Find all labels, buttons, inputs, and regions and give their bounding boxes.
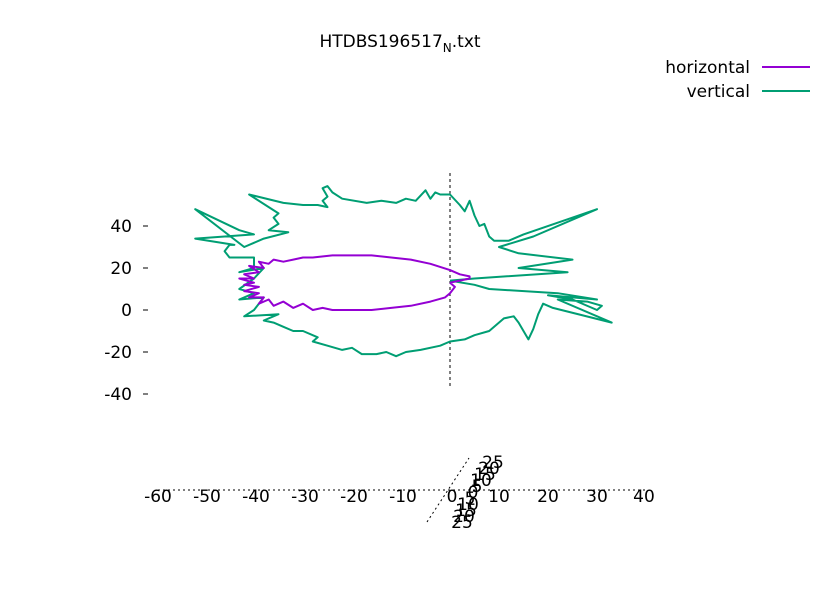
x-tick-label: -40 bbox=[242, 487, 270, 507]
y-tick-label: 5 bbox=[465, 489, 476, 509]
z-tick-label: -20 bbox=[104, 343, 132, 363]
z-axis: 40 20 0 -20 -40 bbox=[104, 217, 148, 405]
y-tick-label: 15 bbox=[455, 501, 477, 521]
x-tick-label: -30 bbox=[291, 487, 319, 507]
x-tick-label: 0 bbox=[447, 487, 458, 507]
z-tick-label: 20 bbox=[110, 259, 132, 279]
y-tick-label: 5 bbox=[472, 477, 483, 497]
x-tick-label: -10 bbox=[389, 487, 417, 507]
legend-label-horizontal: horizontal bbox=[665, 58, 750, 78]
z-tick-label: 0 bbox=[121, 301, 132, 321]
y-tick-label: 10 bbox=[470, 471, 492, 491]
x-tick-label: -20 bbox=[340, 487, 368, 507]
z-tick-label: 40 bbox=[110, 217, 132, 237]
x-tick-label: 40 bbox=[633, 487, 655, 507]
x-tick-label: -60 bbox=[144, 487, 172, 507]
y-axis: 25 20 15 10 5 0 5 10 15 20 25 bbox=[426, 453, 504, 533]
legend-label-vertical: vertical bbox=[687, 82, 750, 102]
y-tick-label: 25 bbox=[482, 453, 504, 473]
y-tick-label: 15 bbox=[474, 465, 496, 485]
y-tick-label: 20 bbox=[453, 507, 475, 527]
chart-title: HTDBS196517N.txt bbox=[319, 32, 480, 55]
chart-title-subscript: N bbox=[443, 41, 452, 55]
series-line-vertical bbox=[194, 185, 613, 358]
series-layer bbox=[194, 185, 613, 358]
z-tick-label: -40 bbox=[104, 385, 132, 405]
y-tick-label: 20 bbox=[478, 459, 500, 479]
legend: horizontal vertical bbox=[665, 58, 810, 102]
y-tick-label: 25 bbox=[451, 513, 473, 533]
y-tick-label: 10 bbox=[457, 495, 479, 515]
x-tick-label: 10 bbox=[488, 487, 510, 507]
y-tick-label: 0 bbox=[468, 483, 479, 503]
x-tick-label: 30 bbox=[586, 487, 608, 507]
series-line-horizontal bbox=[238, 254, 471, 311]
x-tick-label: -50 bbox=[193, 487, 221, 507]
chart-title-suffix: .txt bbox=[452, 32, 481, 52]
x-axis: -60 -50 -40 -30 -20 -10 0 10 20 30 40 bbox=[144, 487, 655, 507]
chart-title-base: HTDBS196517 bbox=[319, 32, 442, 52]
x-tick-label: 20 bbox=[537, 487, 559, 507]
